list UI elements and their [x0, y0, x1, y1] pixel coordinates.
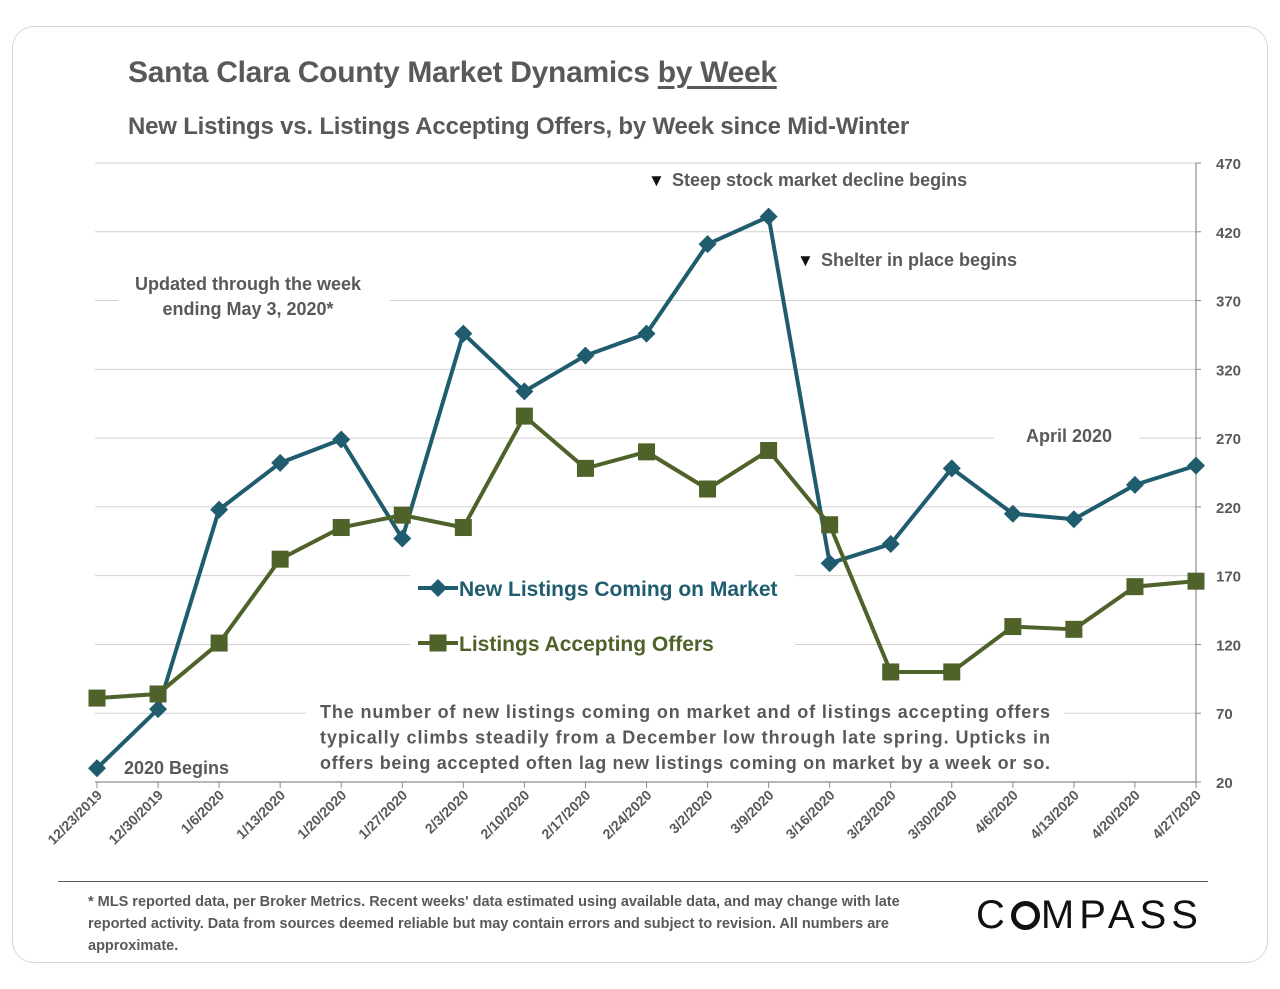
data-point-accepting-offers — [882, 663, 900, 681]
data-point-new-listings — [454, 324, 473, 343]
stock-decline-marker: ▼ — [648, 171, 665, 190]
y-tick-label: 370 — [1216, 294, 1241, 311]
data-point-accepting-offers — [149, 685, 167, 703]
label-background — [118, 272, 390, 322]
data-point-accepting-offers — [271, 550, 289, 568]
logo-ring — [1010, 901, 1040, 930]
x-tick-label: 2/10/2020 — [477, 787, 533, 843]
x-tick-label: 3/16/2020 — [782, 787, 838, 843]
label-background — [306, 698, 1064, 778]
stock-decline-annotation: Steep stock market decline begins — [672, 170, 967, 190]
data-point-accepting-offers — [393, 506, 411, 524]
data-point-accepting-offers — [1187, 572, 1205, 590]
data-point-accepting-offers — [1004, 618, 1022, 636]
label-background — [410, 630, 795, 660]
y-tick-label: 120 — [1216, 637, 1241, 654]
data-point-new-listings — [1125, 475, 1144, 494]
y-tick-label: 70 — [1216, 706, 1233, 723]
explanatory-note-line: offers being accepted often lag new list… — [320, 753, 1050, 773]
label-background — [112, 756, 242, 780]
data-point-accepting-offers — [1065, 620, 1083, 638]
data-point-new-listings — [393, 529, 412, 548]
legend-new-listings-label: New Listings Coming on Market — [459, 578, 778, 601]
updated-note-line-1: Updated through the week — [135, 274, 362, 294]
data-point-accepting-offers — [638, 443, 655, 461]
data-point-accepting-offers — [88, 689, 106, 707]
y-tick-label: 220 — [1216, 500, 1241, 517]
data-point-new-listings — [149, 700, 168, 719]
x-tick-label: 4/13/2020 — [1027, 787, 1083, 843]
x-tick-label: 1/27/2020 — [355, 787, 411, 843]
data-point-new-listings — [1003, 504, 1022, 523]
data-point-accepting-offers — [210, 634, 228, 652]
x-tick-label: 3/30/2020 — [905, 787, 961, 843]
data-point-new-listings — [515, 382, 534, 401]
legend-new-listings-marker — [429, 579, 447, 597]
x-tick-label: 4/20/2020 — [1088, 787, 1144, 843]
label-background — [410, 574, 795, 604]
updated-note-line-2: ending May 3, 2020* — [162, 299, 333, 319]
april-2020-label: April 2020 — [1026, 426, 1112, 446]
x-tick-label: 2/3/2020 — [422, 787, 472, 837]
x-tick-label: 4/6/2020 — [971, 787, 1021, 837]
x-tick-label: 1/13/2020 — [233, 787, 289, 843]
data-point-accepting-offers — [576, 459, 594, 477]
data-point-new-listings — [210, 500, 229, 519]
market-dynamics-chart: 20 70 120 170 220 270 320 370 420 470 12/23/2019 12… — [44, 156, 1241, 848]
data-point-accepting-offers — [699, 480, 717, 498]
y-tick-label: 270 — [1216, 431, 1241, 448]
data-point-accepting-offers — [332, 519, 350, 537]
data-point-accepting-offers — [943, 663, 961, 681]
explanatory-note-line: typically climbs steadily from a Decembe… — [320, 728, 1050, 748]
legend-accepting-offers-label: Listings Accepting Offers — [459, 633, 714, 656]
year-begins-label: 2020 Begins — [124, 758, 229, 778]
data-point-new-listings — [88, 759, 106, 778]
data-point-new-listings — [698, 235, 717, 254]
data-point-new-listings — [271, 453, 290, 472]
data-point-new-listings — [942, 459, 961, 478]
data-point-accepting-offers — [760, 441, 778, 459]
data-point-new-listings — [332, 430, 351, 449]
data-point-new-listings — [881, 535, 900, 554]
y-tick-label: 420 — [1216, 225, 1241, 242]
data-point-accepting-offers — [1126, 578, 1144, 596]
x-tick-label: 1/20/2020 — [294, 787, 350, 843]
data-point-new-listings — [576, 346, 595, 365]
legend-accepting-offers-marker — [429, 634, 447, 652]
x-tick-label: 1/6/2020 — [177, 787, 227, 837]
x-tick-label: 4/27/2020 — [1149, 787, 1205, 843]
title-emphasis: by Week — [657, 56, 777, 89]
y-tick-label: 170 — [1216, 569, 1241, 586]
page-subtitle: New Listings vs. Listings Accepting Offe… — [128, 113, 910, 140]
y-tick-label: 470 — [1216, 156, 1241, 173]
x-tick-label: 2/17/2020 — [538, 787, 594, 843]
slide-frame — [12, 26, 1268, 963]
data-point-new-listings — [637, 324, 656, 343]
y-tick-label: 320 — [1216, 362, 1241, 379]
x-tick-label: 3/23/2020 — [843, 787, 899, 843]
shelter-annotation: Shelter in place begins — [821, 250, 1017, 270]
data-point-new-listings — [759, 207, 778, 226]
x-tick-label: 2/24/2020 — [599, 787, 655, 843]
x-tick-label: 3/2/2020 — [666, 787, 716, 837]
data-point-new-listings — [1064, 510, 1083, 529]
explanatory-note-line: The number of new listings coming on mar… — [320, 702, 1050, 722]
x-tick-label: 3/9/2020 — [727, 787, 777, 837]
footer-divider — [58, 881, 1208, 882]
x-tick-label: 12/23/2019 — [44, 787, 105, 848]
data-point-new-listings — [1187, 456, 1205, 475]
data-point-accepting-offers — [454, 519, 472, 537]
data-point-new-listings — [820, 554, 839, 573]
y-tick-label: 20 — [1216, 775, 1233, 792]
label-background — [994, 424, 1139, 450]
footnote: * MLS reported data, per Broker Metrics.… — [88, 894, 900, 954]
x-tick-label: 12/30/2019 — [105, 787, 166, 848]
compass-logo: C MPASS — [976, 893, 1203, 937]
shelter-marker: ▼ — [797, 251, 814, 270]
data-point-accepting-offers — [515, 407, 533, 425]
page-title: Santa Clara County Market Dynamics by We… — [128, 56, 777, 89]
data-point-accepting-offers — [821, 516, 839, 534]
